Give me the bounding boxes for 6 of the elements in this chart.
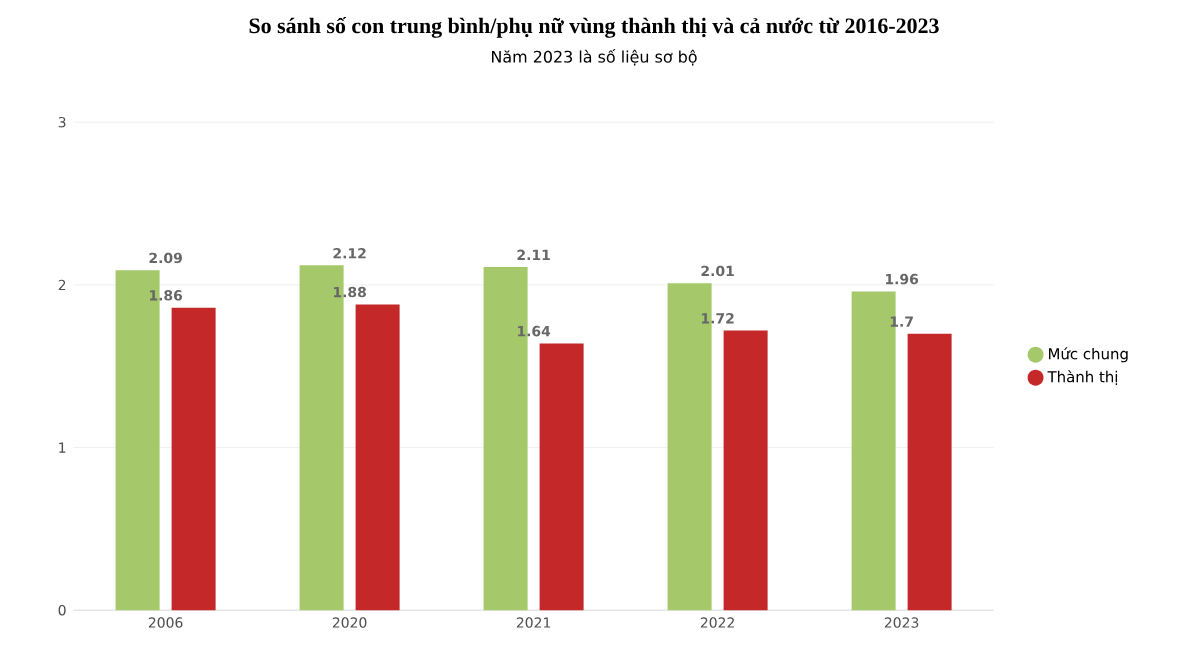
bar bbox=[355, 304, 400, 611]
chart-title: So sánh số con trung bình/phụ nữ vùng thành thị và cả nước từ 2016-2023 bbox=[249, 17, 939, 38]
bar bbox=[723, 330, 768, 611]
bar bbox=[907, 333, 952, 611]
bar bbox=[171, 307, 216, 611]
bar bbox=[539, 343, 584, 611]
